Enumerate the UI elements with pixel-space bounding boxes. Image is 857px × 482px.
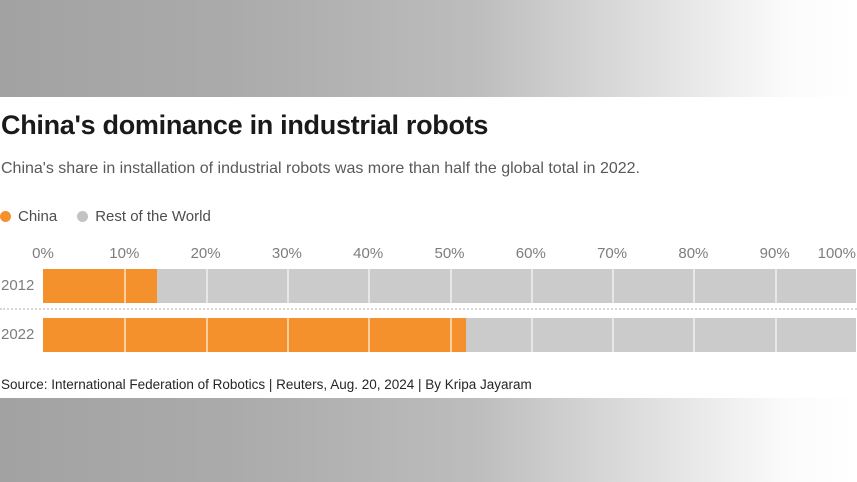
x-axis: 0% 10% 20% 30% 40% 50% 60% 70% 80% 90% 100% <box>32 245 856 262</box>
gridline <box>693 269 696 303</box>
chart-subtitle: China's share in installation of industr… <box>1 160 640 177</box>
bottom-gradient-band <box>0 398 857 482</box>
gridline <box>449 318 452 352</box>
legend-label: Rest of the World <box>95 208 211 225</box>
gridline <box>612 318 615 352</box>
axis-tick-label: 30% <box>271 245 302 262</box>
bar-2022 <box>43 318 856 352</box>
bar-rows: 2012 2022 <box>0 269 856 352</box>
axis-tick-label: 40% <box>353 245 384 262</box>
gridline <box>774 318 777 352</box>
gridline <box>449 269 452 303</box>
bar-row-2012: 2012 <box>0 269 856 303</box>
gridline <box>124 318 127 352</box>
gridline <box>205 269 208 303</box>
axis-tick-label: 10% <box>109 245 140 262</box>
axis-tick-label: 80% <box>678 245 709 262</box>
axis-tick-label: 100% <box>817 245 856 262</box>
row-label: 2022 <box>1 326 35 343</box>
bar-row-2022: 2022 <box>0 318 856 352</box>
axis-tick-label: 0% <box>32 245 54 262</box>
legend: China Rest of the World <box>0 208 211 225</box>
gridline <box>612 269 615 303</box>
legend-item-china: China <box>0 208 57 225</box>
gridline <box>286 318 289 352</box>
axis-tick-label: 50% <box>434 245 465 262</box>
gridline <box>774 269 777 303</box>
top-gradient-band <box>0 0 857 97</box>
legend-dot-rest-icon <box>77 211 89 222</box>
row-label: 2012 <box>1 277 35 294</box>
legend-label: China <box>18 208 58 225</box>
axis-tick-label: 90% <box>759 245 790 262</box>
gridline <box>693 318 696 352</box>
chart-title: China's dominance in industrial robots <box>1 110 489 140</box>
source-line: Source: International Federation of Robo… <box>1 377 532 392</box>
gridline <box>286 269 289 303</box>
legend-dot-china-icon <box>0 211 11 222</box>
gridline <box>205 318 208 352</box>
gridline <box>530 318 533 352</box>
bar-2012 <box>43 269 856 303</box>
axis-tick-label: 60% <box>515 245 546 262</box>
gridline <box>530 269 533 303</box>
gridline <box>368 269 371 303</box>
bar-segment-china-2022 <box>43 318 466 352</box>
axis-tick-label: 70% <box>597 245 628 262</box>
axis-tick-label: 20% <box>190 245 221 262</box>
gridline <box>124 269 127 303</box>
bar-segment-china-2012 <box>43 269 157 303</box>
legend-item-rest-of-world: Rest of the World <box>77 208 211 225</box>
row-separator <box>0 308 857 310</box>
gridline <box>368 318 371 352</box>
